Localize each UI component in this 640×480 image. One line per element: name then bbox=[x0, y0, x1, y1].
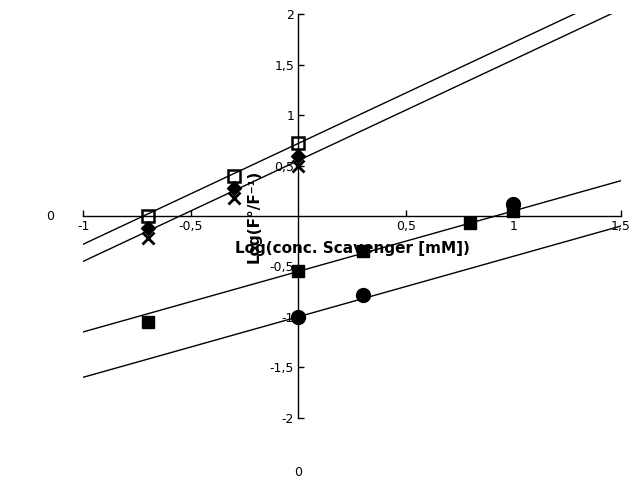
Text: 0: 0 bbox=[294, 466, 302, 479]
Y-axis label: Log(F°/F⁻¹): Log(F°/F⁻¹) bbox=[246, 169, 261, 263]
X-axis label: Log(conc. Scavenger [mM]): Log(conc. Scavenger [mM]) bbox=[235, 241, 469, 256]
Text: 0: 0 bbox=[45, 209, 54, 223]
